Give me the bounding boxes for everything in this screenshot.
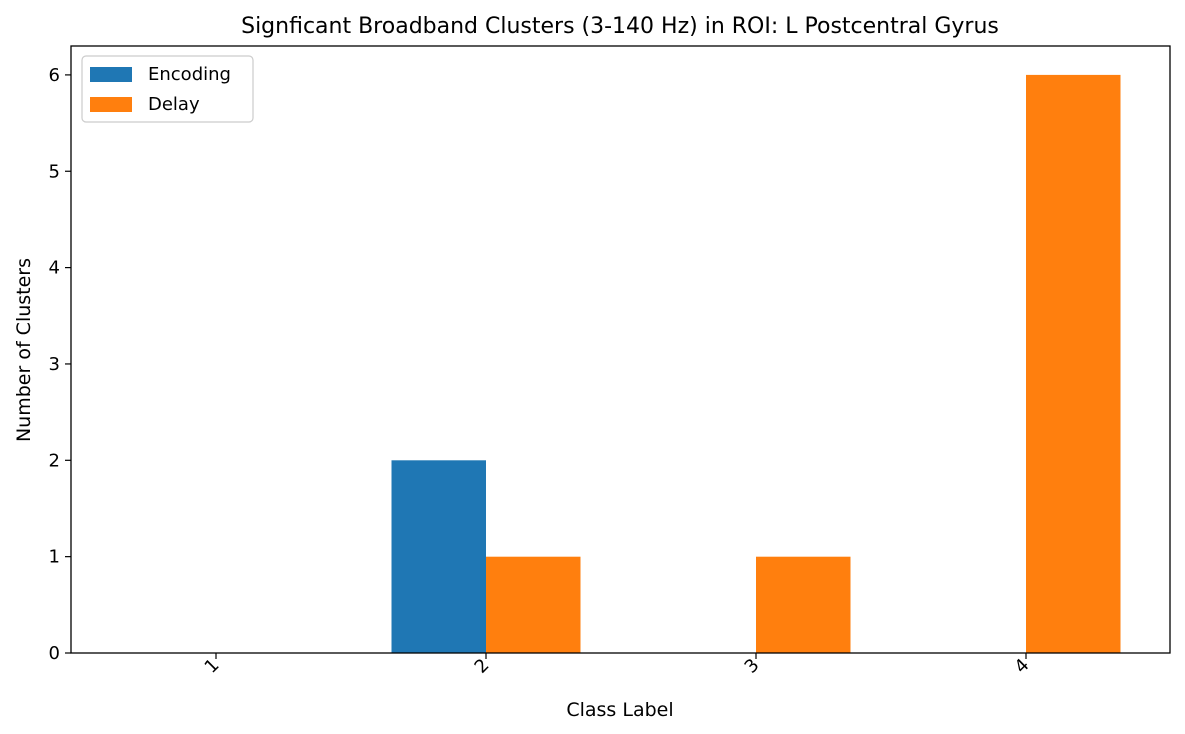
bar-delay-class-4 [1026, 74, 1121, 653]
legend: Encoding Delay [81, 55, 254, 123]
y-tick-label: 1 [49, 547, 60, 568]
bar-encoding-class-2 [391, 460, 486, 653]
bar-delay-class-3 [756, 556, 851, 653]
y-axis-label: Number of Clusters [13, 258, 35, 442]
x-axis: 1 2 3 4 [201, 653, 1034, 678]
legend-label-delay: Delay [148, 94, 200, 115]
legend-swatch-delay [90, 97, 132, 112]
x-tick-label: 2 [471, 655, 494, 678]
y-tick-label: 2 [49, 450, 60, 471]
legend-swatch-encoding [90, 67, 132, 82]
chart-title: Signficant Broadband Clusters (3-140 Hz)… [241, 14, 999, 39]
x-tick-label: 1 [201, 655, 224, 678]
x-tick-label: 4 [1011, 655, 1034, 678]
y-axis: 0 1 2 3 4 5 6 [49, 65, 71, 664]
y-tick-label: 0 [49, 643, 60, 664]
y-tick-label: 5 [49, 161, 60, 182]
plot-frame [70, 45, 1171, 654]
y-tick-label: 3 [49, 354, 60, 375]
legend-label-encoding: Encoding [148, 64, 231, 85]
x-tick-label: 3 [741, 655, 764, 678]
bar-delay-class-2 [486, 556, 581, 653]
y-tick-label: 6 [49, 65, 60, 86]
x-axis-label: Class Label [566, 699, 673, 721]
bars-group [391, 74, 1121, 653]
y-tick-label: 4 [49, 258, 60, 279]
